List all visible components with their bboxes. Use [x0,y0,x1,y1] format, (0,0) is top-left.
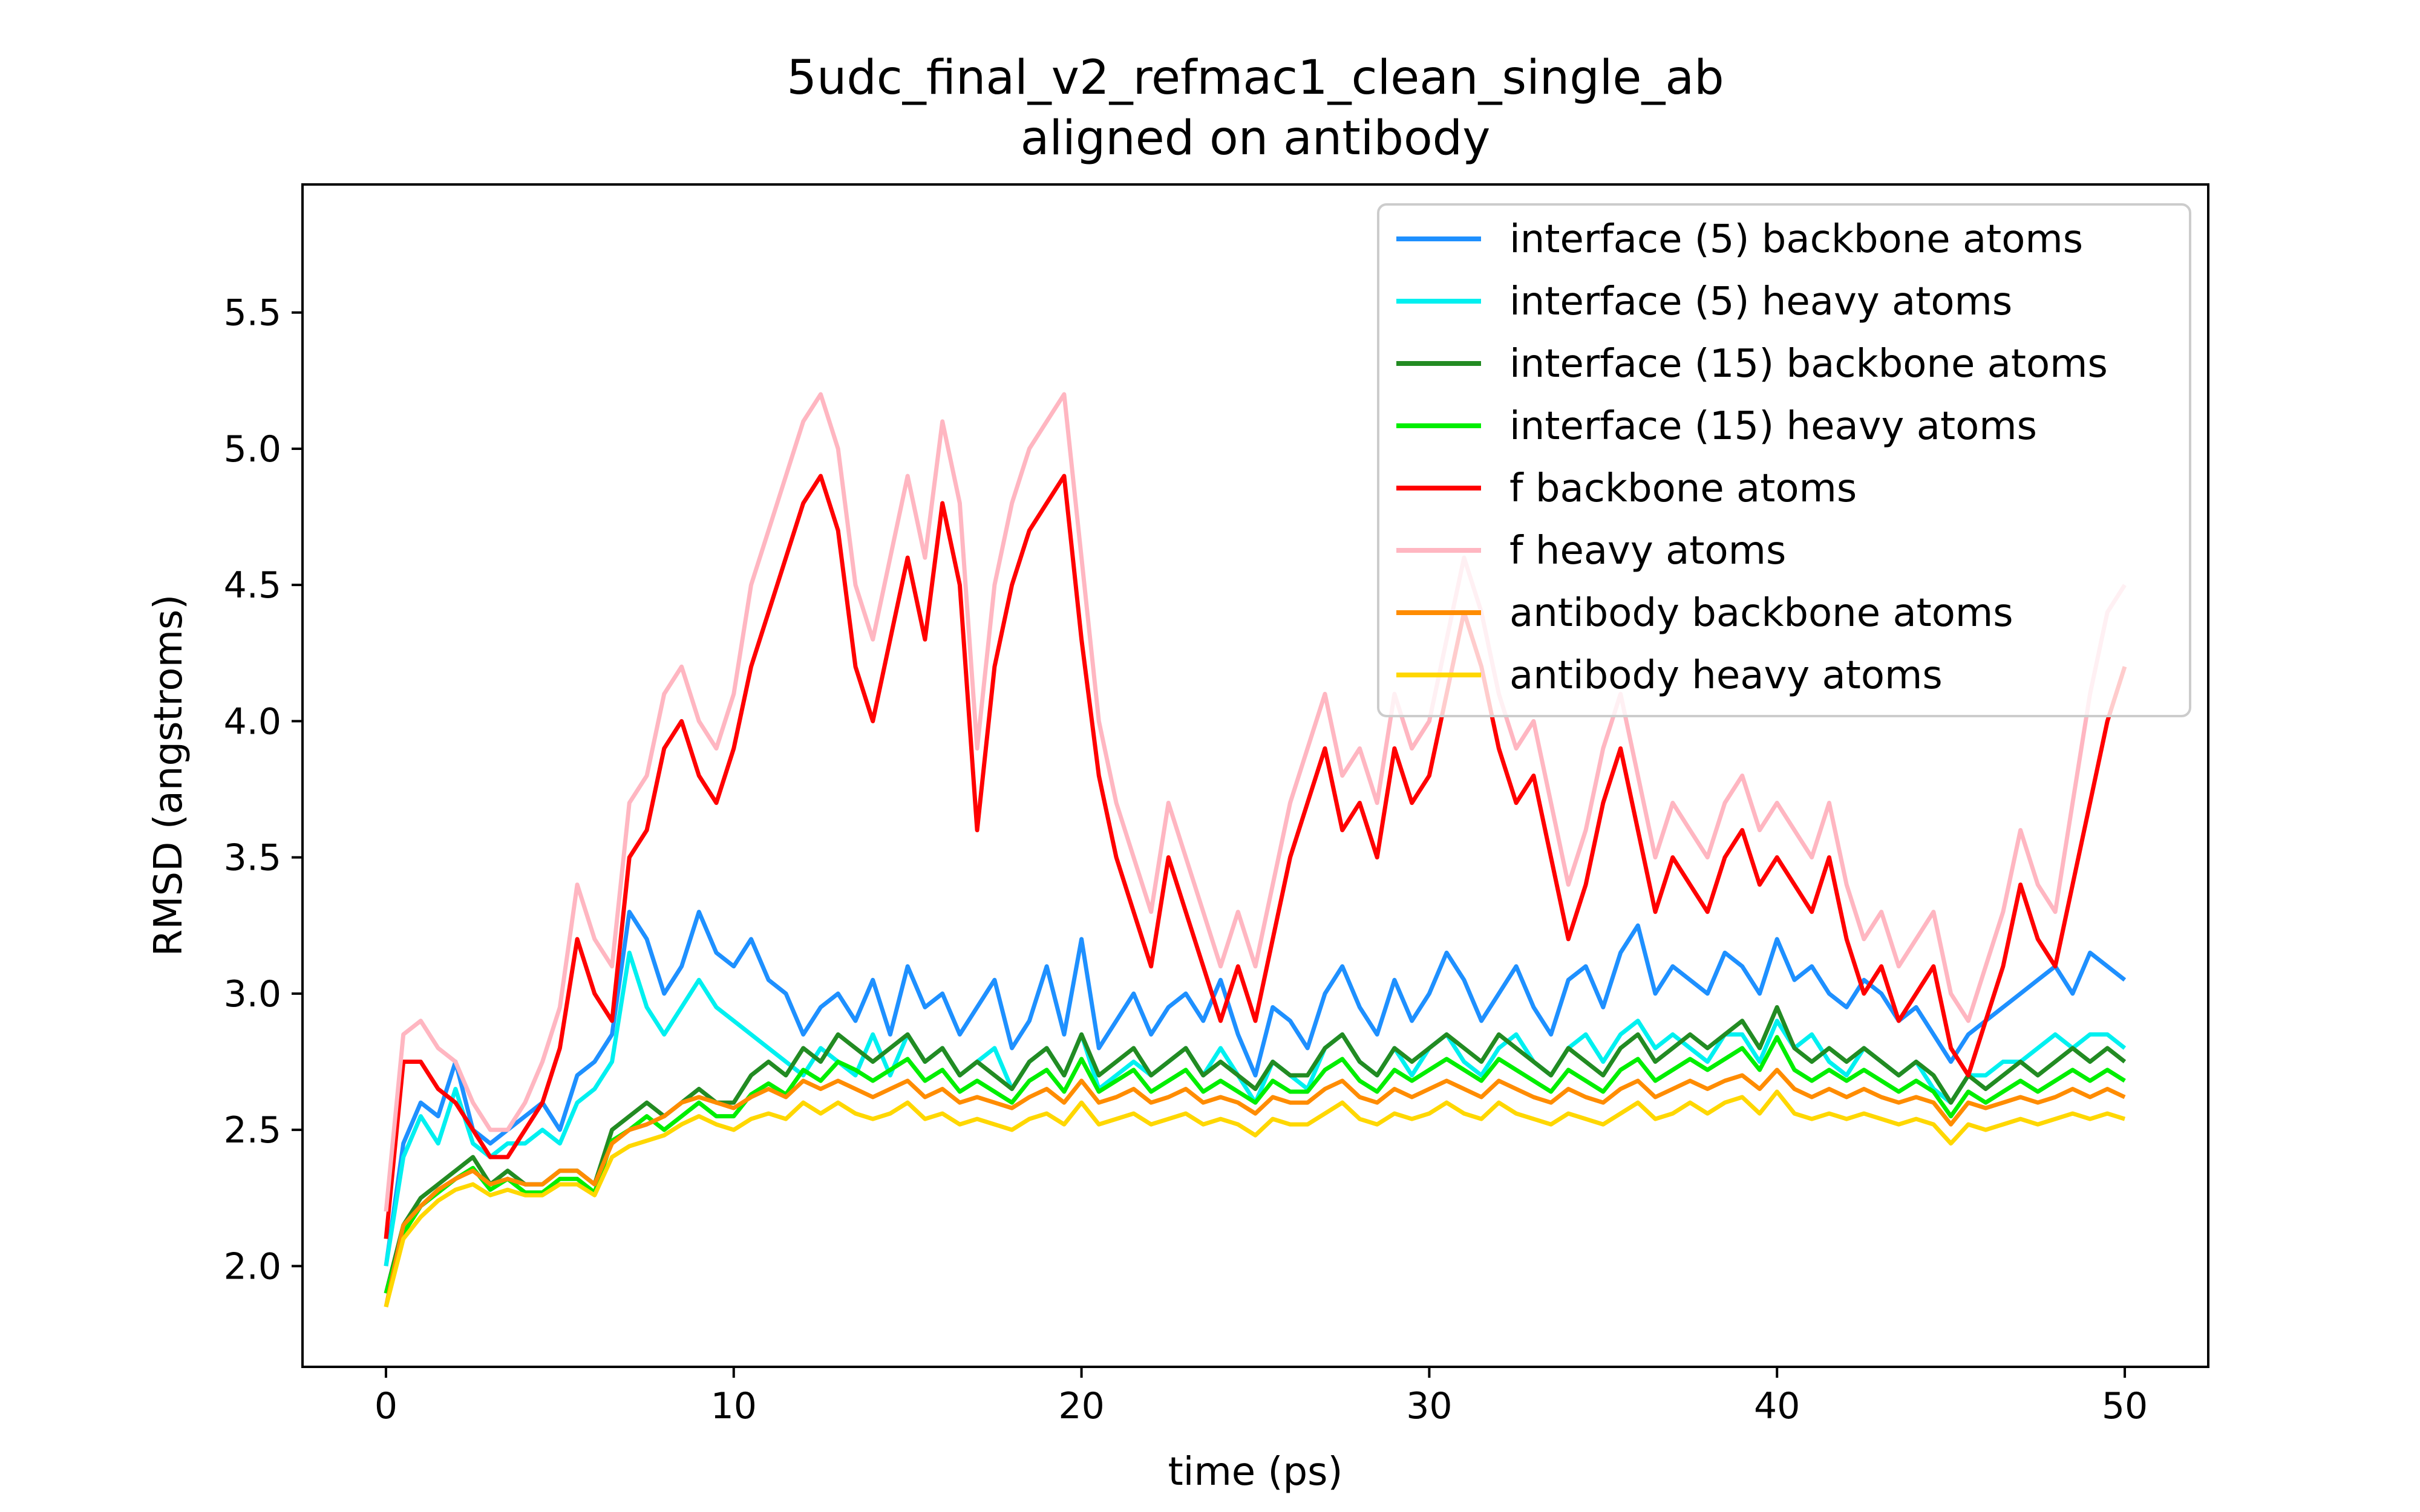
legend-label-5: f heavy atoms [1509,529,1786,573]
plot-frame [301,183,2209,1368]
x-tick-label: 40 [1754,1385,1800,1427]
legend-label-4: f backbone atoms [1509,466,1857,511]
x-tick-label: 10 [711,1385,757,1427]
y-tick-label: 2.0 [224,1245,281,1288]
x-tick-label: 20 [1058,1385,1104,1427]
y-axis-label: RMSD (angstroms) [146,595,191,956]
series-line-6 [384,1067,2126,1308]
legend: interface (5) backbone atoms interface (5… [1377,203,2191,717]
x-tick-label: 0 [374,1385,397,1427]
legend-label-0: interface (5) backbone atoms [1509,217,2083,262]
chart-subtitle: aligned on antibody [1021,111,1491,166]
series-line-4 [384,474,2127,1239]
x-tick-label: 30 [1406,1385,1452,1427]
y-tick-label: 2.5 [224,1109,281,1152]
legend-label-2: interface (15) backbone atoms [1509,342,2108,386]
x-axis-label: time (ps) [1168,1450,1343,1494]
y-tick-label: 4.5 [224,564,281,607]
y-tick-label: 3.0 [224,973,281,1015]
legend-label-3: interface (15) heavy atoms [1509,404,2037,449]
x-tick-label: 50 [2102,1385,2148,1427]
tick-marks [292,311,2127,1378]
y-tick-label: 4.0 [224,700,281,743]
y-tick-label: 3.5 [224,837,281,879]
legend-label-1: interface (5) heavy atoms [1509,279,2012,324]
chart-title: 5udc_final_v2_refmac1_clean_single_ab [786,51,1724,105]
series-line-5 [384,392,2127,1212]
y-tick-label: 5.0 [224,428,281,471]
series-line-0 [384,910,2127,1266]
series-line-3 [384,1035,2126,1294]
legend-label-6: antibody backbone atoms [1509,591,2013,636]
y-tick-label: 5.5 [224,292,281,334]
legend-box [1377,203,2191,717]
tick-labels: 0 10 20 30 40 50 2.0 2.5 3.0 3.5 4.0 4.5 5.0 5.5 [224,292,2148,1427]
series-line-7 [384,1089,2126,1308]
legend-label-7: antibody heavy atoms [1509,653,1943,698]
series-lines [384,392,2127,1308]
